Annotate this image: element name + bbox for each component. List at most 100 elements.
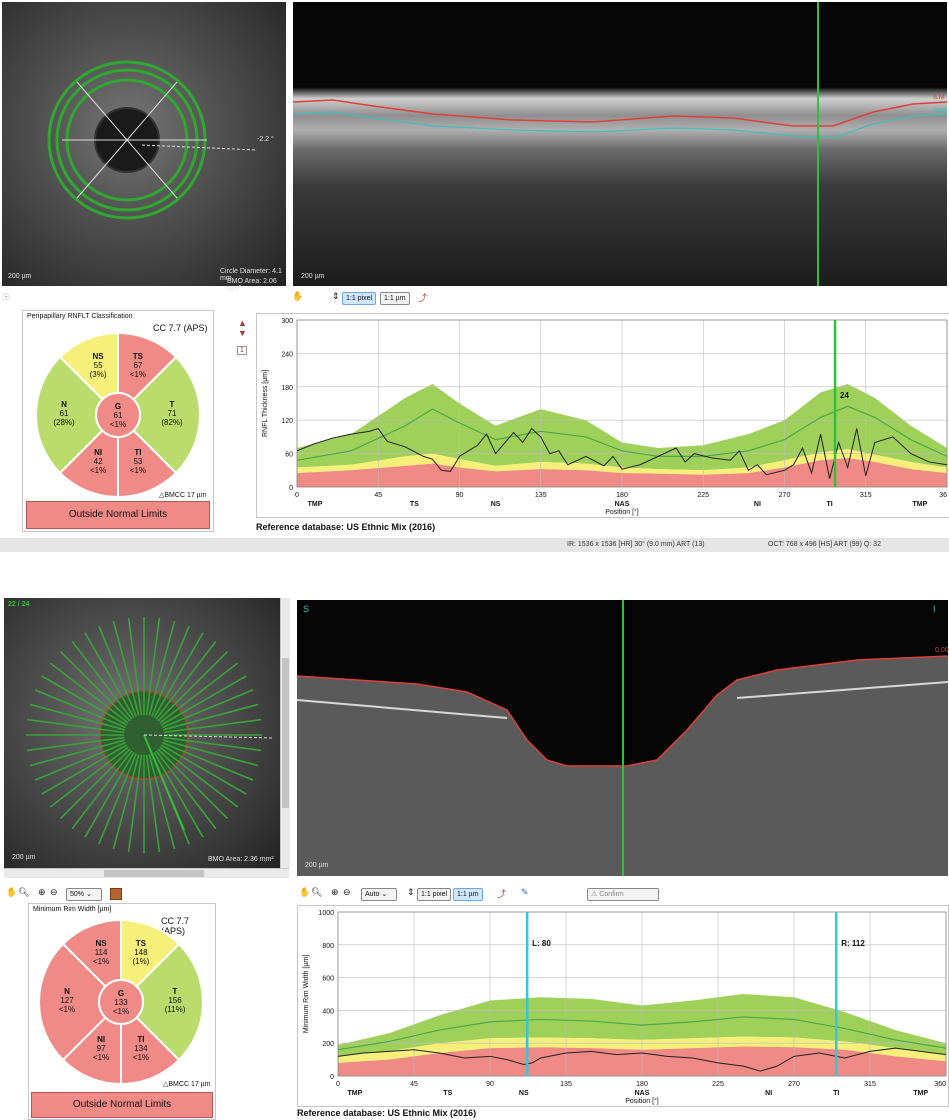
zoom-tool-icon[interactable]: 🔍︎ — [18, 887, 30, 897]
radial-scan-line — [145, 754, 161, 853]
hand-icon[interactable]: ✋ — [292, 291, 304, 301]
zoom-out-icon[interactable]: ⊖ — [343, 887, 351, 897]
radial-scan-line — [29, 703, 125, 731]
bottomChart-ytick: 200 — [322, 1041, 334, 1048]
bottom-oct-scan[interactable]: S I 0.00 200 µm — [297, 600, 949, 876]
bottom-fundus-bmo-area: BMO Area: 2.36 mm² — [208, 856, 274, 863]
bottom-sector-ti-pct: <1% — [133, 1053, 149, 1062]
topChart-sector-label: TS — [410, 501, 419, 508]
top-sector-ni-name: NI — [94, 448, 102, 457]
zoom-select[interactable]: 50% ⌄ — [66, 888, 102, 901]
bottom-sector-n-pct: <1% — [59, 1005, 75, 1014]
radial-scan-line — [112, 754, 140, 850]
topChart-cursor-label: 24 — [840, 391, 849, 400]
bottom-chart-frame: 0 200 400 600 800 1000 0 45 90 135 180 225 270 315 360… — [297, 905, 949, 1107]
topChart-xtick: 315 — [860, 492, 872, 499]
top-sector-ti-pct: <1% — [130, 466, 146, 475]
vscroll-thumb[interactable] — [282, 658, 289, 808]
bottom-fundus-overlay — [26, 617, 275, 853]
top-micron-button[interactable]: 1:1 µm — [380, 292, 410, 305]
bottom-oct-right-label: I — [933, 604, 936, 614]
top-status-banner: Outside Normal Limits — [26, 501, 210, 529]
page-number[interactable]: 1 — [237, 346, 247, 355]
top-fundus-circle-diameter: Circle Diameter: 4.1 mm — [220, 268, 282, 282]
down-arrow-icon[interactable]: ▼ — [238, 328, 247, 338]
bottomChart-ytick: 1000 — [318, 910, 334, 917]
bottomChart-ylabel: Minimum Rim Width [µm] — [303, 955, 310, 1033]
topChart-xlabel: Position [°] — [605, 508, 639, 516]
bottom-sector-t-value: 156 — [168, 996, 182, 1005]
zoom-in-icon[interactable]: ⊕ — [331, 887, 339, 897]
topChart-sector-label: NS — [491, 501, 501, 508]
bottom-sector-ts-value: 148 — [134, 948, 148, 957]
radial-scan-line — [112, 620, 140, 716]
bottom-sector-t-name: T — [173, 987, 178, 996]
zoom-in-icon[interactable]: ⊕ — [38, 887, 46, 897]
radial-scan-line — [159, 746, 239, 808]
top-fundus-image[interactable]: -2.2 ° 200 µm Circle Diameter: 4.1 mm BM… — [2, 2, 286, 292]
bottom-sector-t-pct: (11%) — [165, 1005, 186, 1014]
topChart-sector-label: TI — [827, 501, 833, 508]
top-pixel-button[interactable]: 1:1 pixel — [342, 292, 377, 305]
bottom-oct-overlay — [297, 600, 948, 876]
radial-scan-line — [148, 754, 176, 850]
top-fundus-bmo-area: BMO Area: 2.06 mm² — [227, 278, 277, 292]
radial-scan-line — [34, 689, 126, 729]
hand-icon[interactable]: ✋ — [6, 887, 18, 897]
zoom-out-icon[interactable]: ⊖ — [50, 887, 58, 897]
fit-height-icon[interactable]: ⇕ — [407, 887, 415, 897]
bottom-fundus-image[interactable]: 22 / 24 200 µm BMO Area: 2.36 mm² — [4, 598, 280, 868]
pin-icon[interactable]: ⤴ — [418, 293, 428, 303]
confirm-button[interactable]: ⚠ Confirm — [587, 888, 659, 901]
bottom-fundus-vscroll[interactable] — [280, 598, 290, 868]
bottom-sector-ns-value: 114 — [95, 948, 108, 957]
edit-segmentation-icon[interactable]: ✎ — [521, 887, 529, 897]
top-fundus-measure: -2.2 ° — [257, 136, 274, 143]
fit-height-icon[interactable]: ⇕ — [332, 291, 340, 301]
bottomChart-xtick: 270 — [788, 1081, 800, 1088]
zoom-tool-icon[interactable]: 🔍︎ — [311, 887, 323, 897]
hand-icon[interactable]: ✋ — [299, 887, 311, 897]
rpe-band-left — [297, 699, 508, 719]
top-status-bar: IR: 1536 x 1536 [HR] 30° (9.0 mm) ART (1… — [0, 538, 949, 552]
overlay-toggle-icon[interactable] — [110, 888, 122, 900]
bottomChart-ytick: 800 — [322, 943, 334, 950]
bottom-sector-g-name: G — [118, 989, 124, 998]
topChart-ytick: 0 — [289, 485, 293, 492]
topChart-xtick: 36 — [939, 492, 947, 499]
top-fundus-scale: 200 µm — [8, 273, 32, 280]
left-panel-icon[interactable]: ☉ — [2, 292, 11, 302]
up-arrow-icon[interactable]: ▲ — [238, 318, 247, 328]
bottom-pixel-button[interactable]: 1:1 pixel — [417, 888, 452, 901]
rpe-band-right — [736, 681, 948, 699]
bottomChart-ytick: 0 — [330, 1074, 334, 1081]
pin-icon[interactable]: ⤴ — [497, 889, 507, 899]
top-oct-scan[interactable]: ILM RNF 200 µm — [293, 2, 947, 286]
radial-scan-line — [41, 675, 128, 726]
topChart-sector-label: TMP — [913, 501, 928, 508]
bottomChart-sector-label: TS — [443, 1090, 452, 1097]
top-reference-database: Reference database: US Ethnic Mix (2016) — [256, 522, 436, 532]
top-rnfl-chart: 0 60 120 180 240 300 0 45 90 135 180 225 270 315 36 TMP… — [262, 318, 948, 516]
radial-scan-line — [153, 751, 204, 838]
top-sector-ns-value: 55 — [94, 361, 103, 370]
topChart-xtick: 90 — [456, 492, 464, 499]
top-sector-ns-name: NS — [93, 352, 105, 361]
bottom-micron-button[interactable]: 1:1 µm — [453, 888, 483, 901]
top-sector-ns-pct: (3%) — [90, 370, 107, 379]
topChart-xtick: 180 — [616, 492, 628, 499]
auto-select[interactable]: Auto ⌄ — [361, 888, 397, 901]
bottom-fundus-hscroll[interactable] — [4, 868, 289, 878]
radial-scan-line — [84, 632, 135, 719]
radial-scan-line — [71, 750, 133, 830]
topChart-series-patient — [296, 427, 948, 479]
bottom-oct-left-label: S — [303, 604, 310, 614]
topChart-xtick: 135 — [535, 492, 547, 499]
topChart-ytick: 60 — [285, 452, 293, 459]
bottomChart-ytick: 600 — [322, 976, 334, 983]
top-classification-title: Peripapillary RNFLT Classification — [27, 313, 133, 320]
bottom-classification-title: Minimum Rim Width [µm] — [33, 906, 112, 913]
hscroll-thumb[interactable] — [104, 870, 204, 877]
top-sector-t-pct: (82%) — [161, 418, 183, 427]
radial-scan-line — [98, 625, 138, 717]
